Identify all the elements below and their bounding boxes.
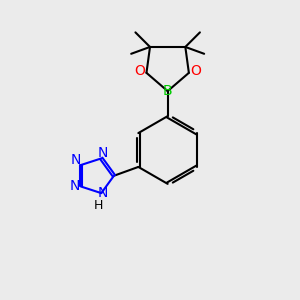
Text: N: N (98, 186, 108, 200)
Text: N: N (98, 146, 108, 160)
Text: H: H (94, 199, 103, 212)
Text: O: O (135, 64, 146, 78)
Text: O: O (190, 64, 201, 78)
Text: B: B (163, 84, 172, 98)
Text: N: N (70, 153, 81, 167)
Text: N: N (69, 179, 80, 194)
